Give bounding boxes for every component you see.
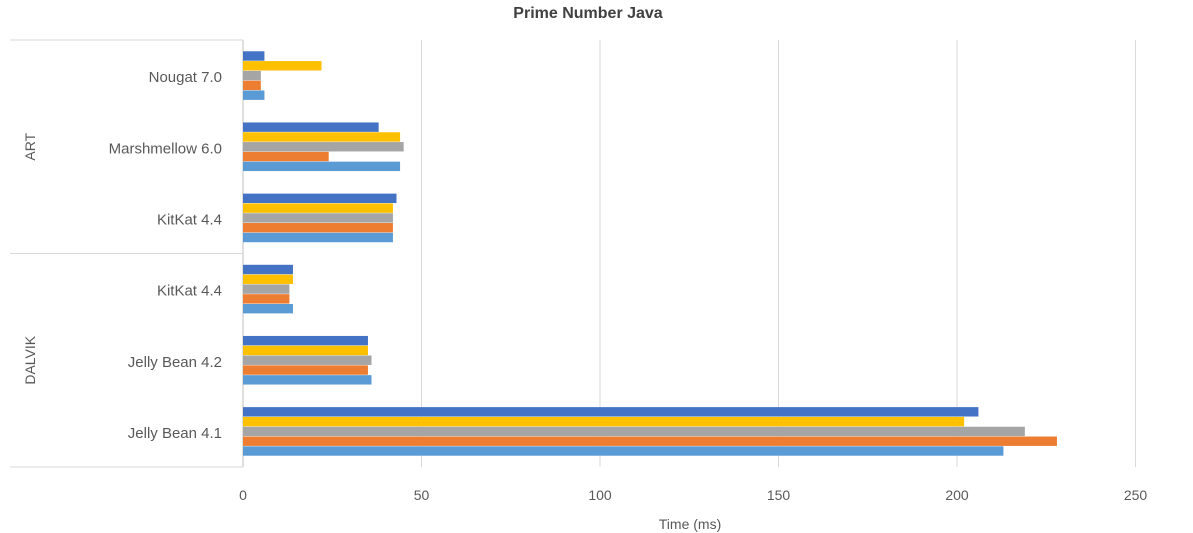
x-tick-label: 200 bbox=[945, 487, 969, 503]
category-labels: Nougat 7.0 Marshmellow 6.0 KitKat 4.4 KitKa… bbox=[109, 69, 222, 442]
gridlines bbox=[421, 40, 1136, 467]
x-axis-title: Time (ms) bbox=[659, 516, 721, 532]
x-tick-label: 150 bbox=[767, 487, 791, 503]
x-tick-label: 100 bbox=[588, 487, 612, 503]
category-label: KitKat 4.4 bbox=[157, 283, 222, 300]
bar bbox=[243, 122, 379, 132]
category-label: Marshmellow 6.0 bbox=[109, 140, 222, 157]
bar bbox=[243, 80, 261, 91]
bar bbox=[243, 407, 979, 417]
bar bbox=[243, 416, 965, 427]
bar bbox=[243, 345, 368, 356]
bar bbox=[243, 203, 393, 213]
bar bbox=[243, 70, 261, 81]
bar bbox=[243, 274, 293, 284]
bar bbox=[243, 375, 372, 385]
x-tick-label: 0 bbox=[239, 487, 247, 503]
group-labels: ART DALVIK bbox=[22, 132, 38, 384]
bar bbox=[243, 446, 1004, 456]
category-label: Jelly Bean 4.1 bbox=[128, 425, 222, 442]
bar bbox=[243, 436, 1057, 446]
bar bbox=[243, 223, 393, 233]
x-tick-label: 50 bbox=[414, 487, 430, 503]
bar bbox=[243, 151, 329, 162]
bar bbox=[243, 264, 293, 275]
bar bbox=[243, 161, 401, 172]
bar bbox=[243, 303, 293, 314]
bar bbox=[243, 232, 393, 243]
group-label: DALVIK bbox=[22, 335, 38, 384]
bar bbox=[243, 365, 368, 375]
bar bbox=[243, 284, 290, 294]
category-label: Jelly Bean 4.2 bbox=[128, 354, 222, 371]
axes bbox=[10, 39, 244, 468]
bar bbox=[243, 51, 265, 61]
bar bbox=[243, 90, 265, 100]
bar bbox=[243, 213, 393, 223]
category-label: Nougat 7.0 bbox=[149, 69, 222, 86]
bar bbox=[243, 335, 368, 346]
x-tick-label: 250 bbox=[1124, 487, 1148, 503]
bar bbox=[243, 61, 322, 71]
bar bbox=[243, 355, 372, 365]
bars bbox=[243, 51, 1057, 456]
bar bbox=[243, 132, 401, 142]
bar bbox=[243, 193, 397, 204]
x-tick-labels: 0 50 100 150 200 250 bbox=[239, 487, 1147, 503]
group-label: ART bbox=[22, 132, 38, 160]
bar bbox=[243, 142, 404, 152]
bar bbox=[243, 294, 290, 304]
chart-title: Prime Number Java bbox=[513, 5, 663, 22]
bar bbox=[243, 426, 1025, 437]
category-label: KitKat 4.4 bbox=[157, 211, 222, 228]
